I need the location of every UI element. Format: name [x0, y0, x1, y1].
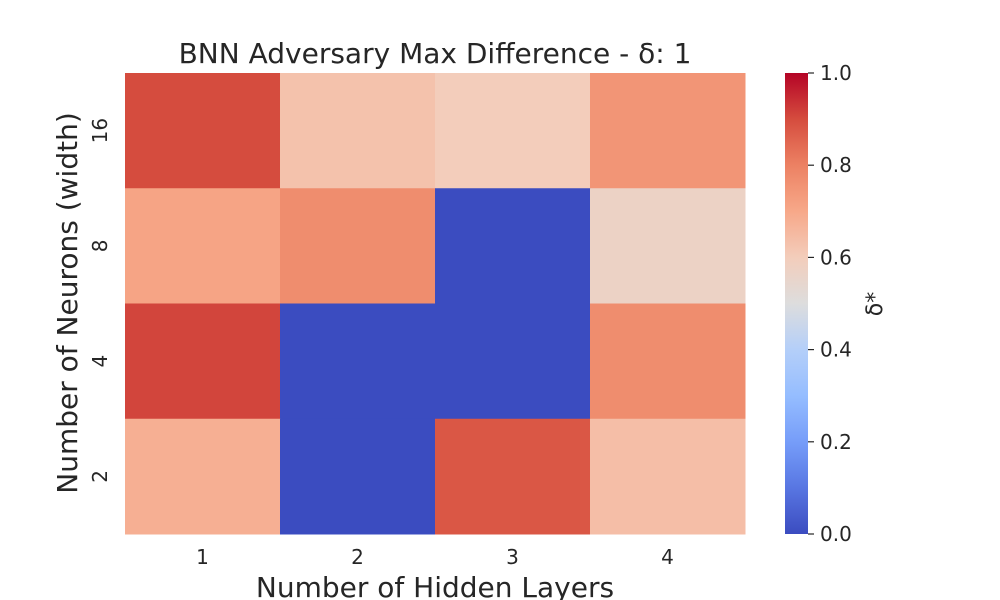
colorbar-tick-label: 0.0	[820, 522, 852, 546]
heatmap-cell-2-3	[435, 418, 591, 535]
heatmap-cell-8-2	[280, 188, 436, 304]
x-tick-label: 4	[661, 545, 674, 569]
y-tick-label: 8	[88, 240, 112, 253]
heatmap-cell-4-1	[125, 303, 281, 420]
heatmap-cell-8-1	[125, 188, 281, 304]
x-tick-label: 2	[351, 545, 364, 569]
heatmap-cell-4-2	[280, 303, 436, 420]
colorbar-tick-label: 0.8	[820, 153, 852, 177]
colorbar-tick-label: 0.2	[820, 430, 852, 454]
heatmap-cell-8-3	[435, 188, 591, 304]
heatmap-cell-16-4	[590, 73, 746, 189]
heatmap-cell-4-4	[590, 303, 746, 420]
y-tick-label: 4	[88, 355, 112, 368]
colorbar-tick-label: 0.4	[820, 338, 852, 362]
heatmap-cell-8-4	[590, 188, 746, 304]
x-axis-title: Number of Hidden Layers	[256, 571, 614, 600]
heatmap-cell-2-1	[125, 418, 281, 535]
heatmap-cells	[125, 73, 746, 535]
heatmap-cell-16-1	[125, 73, 281, 189]
chart-title: BNN Adversary Max Difference - δ: 1	[179, 37, 692, 70]
heatmap-cell-4-3	[435, 303, 591, 420]
colorbar-tick-label: 0.6	[820, 245, 852, 269]
heatmap-cell-2-4	[590, 418, 746, 535]
y-tick-label: 2	[88, 470, 112, 483]
colorbar-label: δ*	[863, 292, 888, 316]
colorbar-tick-label: 1.0	[820, 61, 852, 85]
x-tick-label: 3	[506, 545, 519, 569]
colorbar-ticks: 0.0 0.2 0.4 0.6 0.8 1.0	[808, 61, 852, 546]
heatmap-cell-16-2	[280, 73, 436, 189]
x-tick-label: 1	[196, 545, 209, 569]
y-axis-title: Number of Neurons (width)	[51, 112, 84, 493]
heatmap-cell-16-3	[435, 73, 591, 189]
colorbar	[785, 73, 808, 534]
x-tick-labels: 1 2 3 4	[196, 545, 674, 569]
heatmap-cell-2-2	[280, 418, 436, 535]
y-tick-label: 16	[88, 118, 112, 143]
y-tick-labels: 16 8 4 2	[88, 118, 112, 483]
